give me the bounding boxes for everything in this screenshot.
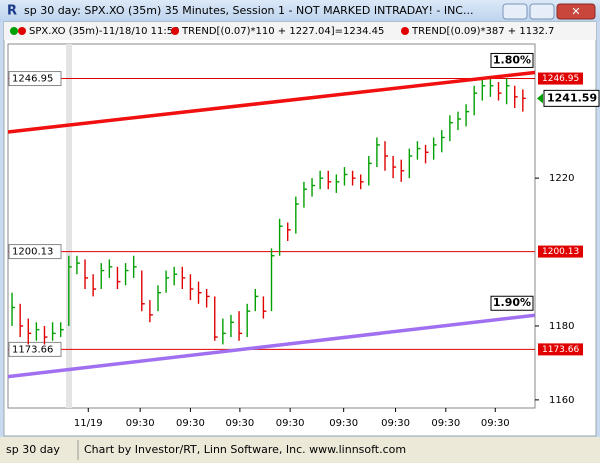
y-tick-label: 1180 [549, 321, 574, 332]
legend-text: SPX.XO (35m)-11/18/10 11:50 [29, 26, 179, 37]
close-button[interactable] [556, 3, 596, 20]
level-tag [538, 245, 583, 258]
trend-label: 1.80% [493, 53, 531, 66]
x-tick-label: 09:30 [431, 418, 460, 429]
level-tag [538, 343, 583, 356]
status-bar [0, 437, 600, 463]
legend-bar [4, 22, 596, 40]
y-tick-label: 1160 [549, 395, 574, 406]
legend-dot [10, 27, 18, 35]
legend-dot [18, 27, 26, 35]
legend-dot [401, 27, 409, 35]
x-tick-label: 09:30 [225, 418, 254, 429]
close-icon: ✕ [571, 5, 580, 18]
level-label-box [8, 244, 62, 260]
last-price-box [543, 89, 600, 107]
level-tag-text: 1200.13 [542, 247, 579, 257]
x-tick-label: 11/19 [74, 418, 103, 429]
legend-dot [171, 27, 179, 35]
session-separator [66, 44, 72, 408]
trend-label-box [490, 52, 534, 68]
x-tick-label: 09:30 [481, 418, 510, 429]
trend-line [7, 313, 536, 379]
app-icon: R [7, 4, 17, 19]
status-left: sp 30 day [6, 443, 60, 456]
title-bar [0, 0, 600, 22]
level-label-box [8, 71, 62, 87]
trend-line [7, 70, 536, 134]
legend-text: TREND[(0.09)*387 + 1132.7 [411, 26, 554, 37]
x-tick-label: 09:30 [176, 418, 205, 429]
x-tick-label: 09:30 [329, 418, 358, 429]
x-tick-label: 09:30 [126, 418, 155, 429]
minimize-button[interactable] [502, 3, 528, 20]
level-label-box [8, 341, 62, 357]
x-tick-label: 09:30 [381, 418, 410, 429]
trend-label: 1.90% [493, 296, 531, 309]
x-tick-label: 09:30 [276, 418, 305, 429]
level-label: 1200.13 [12, 247, 53, 258]
plot-area [7, 43, 536, 409]
level-tag-text: 1173.66 [542, 345, 579, 355]
y-tick-label: 1220 [549, 173, 574, 184]
trend-label-box [490, 295, 534, 311]
maximize-button[interactable] [529, 3, 555, 20]
window-title: sp 30 day: SPX.XO (35m) 35 Minutes, Sess… [24, 4, 473, 17]
legend-text: TREND[(0.07)*110 + 1227.04]=1234.45 [181, 26, 384, 37]
level-label: 1173.66 [12, 344, 53, 355]
last-price: 1241.59 [547, 91, 597, 104]
legend: SPX.XO (35m)-11/18/10 11:50 TREND[(0.07)*… [10, 26, 554, 37]
status-credit: Chart by Investor/RT, Linn Software, Inc… [84, 443, 406, 456]
last-price-arrow [537, 93, 543, 104]
level-label: 1246.95 [12, 74, 53, 85]
level-tag-text: 1246.95 [542, 74, 579, 84]
level-tag [538, 72, 583, 85]
